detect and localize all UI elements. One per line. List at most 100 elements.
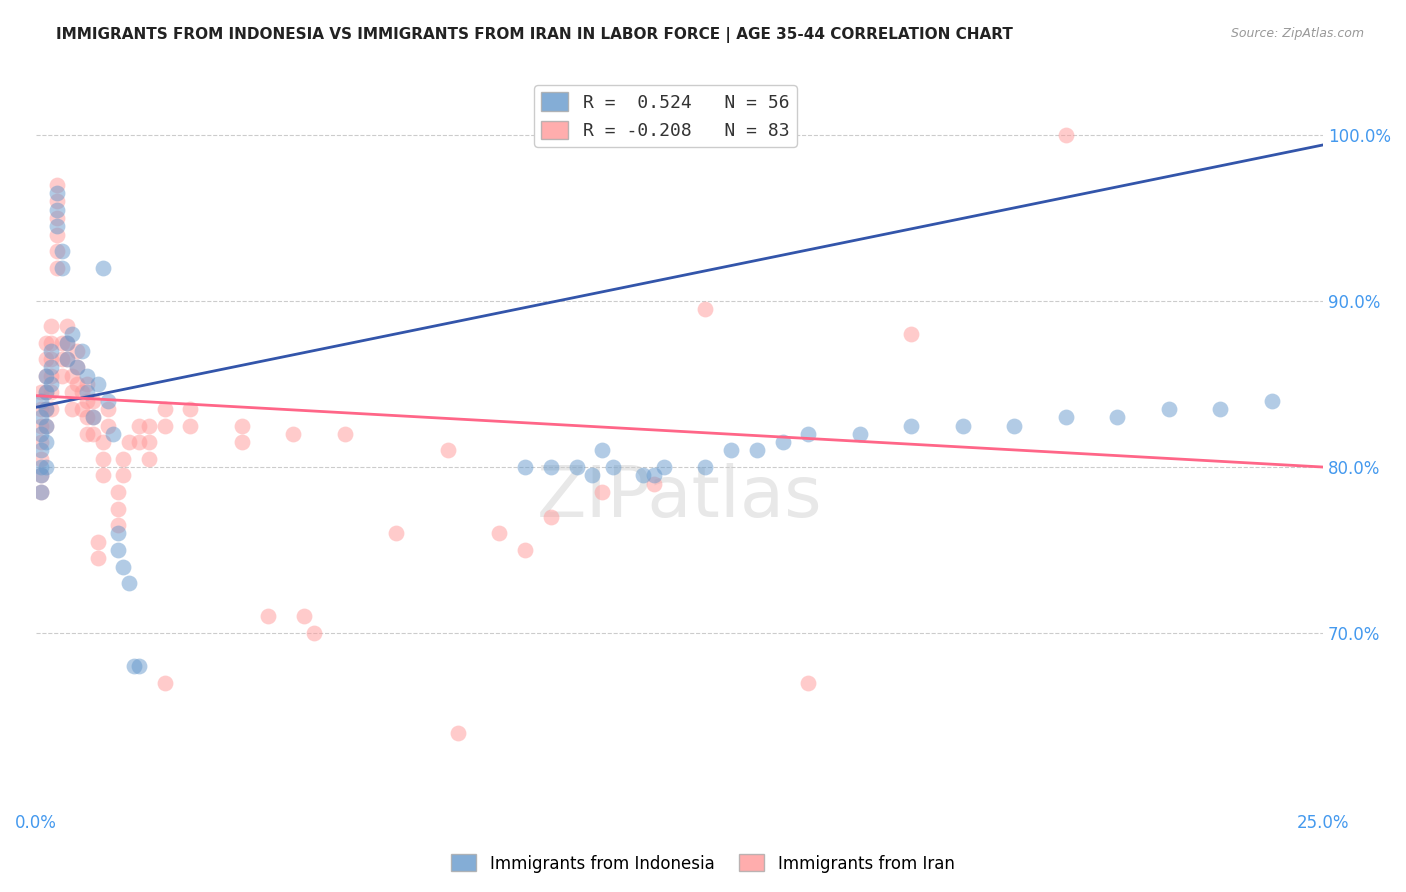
Point bbox=[41, 335, 63, 350]
Point bbox=[91, 468, 114, 483]
Point bbox=[30, 485, 52, 500]
Point bbox=[30, 460, 52, 475]
Point bbox=[695, 302, 717, 317]
Point bbox=[179, 401, 201, 416]
Point bbox=[82, 426, 104, 441]
Point bbox=[153, 418, 176, 433]
Point bbox=[900, 327, 922, 342]
Text: Source: ZipAtlas.com: Source: ZipAtlas.com bbox=[1230, 27, 1364, 40]
Point bbox=[35, 335, 58, 350]
Point bbox=[56, 318, 79, 333]
Point bbox=[87, 377, 110, 392]
Point bbox=[1002, 418, 1025, 433]
Point bbox=[76, 377, 98, 392]
Point bbox=[56, 352, 79, 367]
Point bbox=[602, 460, 624, 475]
Point bbox=[513, 460, 536, 475]
Point bbox=[581, 468, 603, 483]
Point bbox=[35, 385, 58, 400]
Point bbox=[30, 435, 52, 450]
Point bbox=[437, 443, 460, 458]
Point bbox=[35, 401, 58, 416]
Point bbox=[76, 393, 98, 408]
Point bbox=[66, 343, 89, 358]
Point bbox=[45, 211, 67, 225]
Point bbox=[30, 451, 52, 466]
Point bbox=[35, 418, 58, 433]
Point bbox=[117, 435, 139, 450]
Point bbox=[128, 418, 150, 433]
Point bbox=[41, 318, 63, 333]
Text: IMMIGRANTS FROM INDONESIA VS IMMIGRANTS FROM IRAN IN LABOR FORCE | AGE 35-44 COR: IMMIGRANTS FROM INDONESIA VS IMMIGRANTS … bbox=[56, 27, 1014, 43]
Point bbox=[652, 460, 675, 475]
Point bbox=[56, 335, 79, 350]
Point bbox=[45, 244, 67, 259]
Point bbox=[385, 526, 408, 541]
Point bbox=[97, 401, 120, 416]
Point bbox=[643, 476, 665, 491]
Point bbox=[41, 352, 63, 367]
Point bbox=[107, 518, 129, 533]
Point bbox=[30, 485, 52, 500]
Point bbox=[35, 368, 58, 383]
Legend: R =  0.524   N = 56, R = -0.208   N = 83: R = 0.524 N = 56, R = -0.208 N = 83 bbox=[534, 85, 797, 147]
Point bbox=[128, 435, 150, 450]
Point bbox=[76, 410, 98, 425]
Point bbox=[30, 468, 52, 483]
Point bbox=[41, 343, 63, 358]
Point bbox=[56, 335, 79, 350]
Point bbox=[797, 676, 820, 690]
Point bbox=[256, 609, 278, 624]
Point bbox=[591, 443, 613, 458]
Point bbox=[35, 352, 58, 367]
Point bbox=[87, 551, 110, 566]
Point bbox=[72, 401, 94, 416]
Point bbox=[447, 725, 470, 739]
Point bbox=[97, 418, 120, 433]
Point bbox=[848, 426, 870, 441]
Point bbox=[45, 186, 67, 200]
Point bbox=[82, 410, 104, 425]
Point bbox=[107, 526, 129, 541]
Point bbox=[91, 451, 114, 466]
Point bbox=[107, 501, 129, 516]
Point bbox=[138, 451, 160, 466]
Point bbox=[35, 418, 58, 433]
Point bbox=[45, 227, 67, 242]
Point bbox=[30, 468, 52, 483]
Point bbox=[30, 393, 52, 408]
Point bbox=[1260, 393, 1282, 408]
Point bbox=[41, 360, 63, 375]
Point bbox=[35, 435, 58, 450]
Point bbox=[122, 659, 145, 673]
Point bbox=[540, 509, 562, 524]
Point bbox=[45, 260, 67, 275]
Text: ZIPatlas: ZIPatlas bbox=[537, 463, 823, 532]
Point bbox=[45, 194, 67, 209]
Point bbox=[633, 468, 655, 483]
Point bbox=[952, 418, 974, 433]
Point bbox=[41, 385, 63, 400]
Point bbox=[1054, 128, 1077, 142]
Point bbox=[60, 368, 83, 383]
Point bbox=[153, 676, 176, 690]
Point bbox=[45, 219, 67, 234]
Point bbox=[76, 385, 98, 400]
Point bbox=[107, 543, 129, 558]
Point bbox=[179, 418, 201, 433]
Point bbox=[35, 385, 58, 400]
Point bbox=[565, 460, 588, 475]
Point bbox=[76, 368, 98, 383]
Point bbox=[1209, 401, 1232, 416]
Point bbox=[51, 244, 73, 259]
Point bbox=[101, 426, 124, 441]
Point bbox=[35, 401, 58, 416]
Point bbox=[66, 377, 89, 392]
Point bbox=[695, 460, 717, 475]
Point bbox=[76, 426, 98, 441]
Point bbox=[82, 393, 104, 408]
Point bbox=[333, 426, 356, 441]
Point bbox=[591, 485, 613, 500]
Point bbox=[540, 460, 562, 475]
Point bbox=[1054, 410, 1077, 425]
